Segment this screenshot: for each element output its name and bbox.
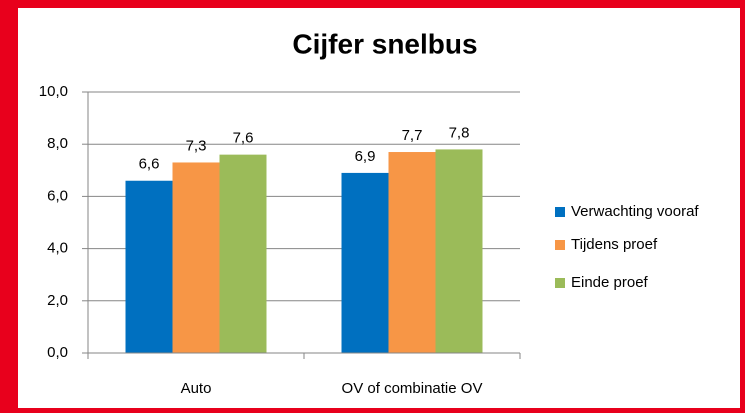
legend-label: Verwachting vooraf xyxy=(571,203,699,220)
legend-swatch xyxy=(555,207,565,217)
data-label: 7,6 xyxy=(233,130,254,147)
legend-label: Einde proef xyxy=(571,274,649,291)
y-tick-label: 0,0 xyxy=(47,344,68,361)
bar xyxy=(172,162,220,353)
bar xyxy=(341,172,389,353)
x-tick-label: Auto xyxy=(181,380,212,397)
y-tick-label: 4,0 xyxy=(47,240,68,257)
x-tick-label: OV of combinatie OV xyxy=(342,380,483,397)
legend-swatch xyxy=(555,278,565,288)
y-tick-label: 8,0 xyxy=(47,135,68,152)
bar xyxy=(219,154,267,353)
bar xyxy=(388,152,436,353)
legend-label: Tijdens proef xyxy=(571,236,658,253)
data-label: 6,6 xyxy=(139,156,160,173)
data-label: 7,3 xyxy=(186,137,207,154)
y-tick-label: 2,0 xyxy=(47,292,68,309)
y-tick-label: 10,0 xyxy=(39,83,68,100)
legend-swatch xyxy=(555,240,565,250)
bar xyxy=(125,180,173,353)
data-label: 6,9 xyxy=(355,148,376,165)
data-label: 7,7 xyxy=(402,127,423,144)
data-label: 7,8 xyxy=(449,124,470,141)
bar xyxy=(435,149,483,353)
chart-title: Cijfer snelbus xyxy=(292,28,477,59)
y-tick-label: 6,0 xyxy=(47,187,68,204)
